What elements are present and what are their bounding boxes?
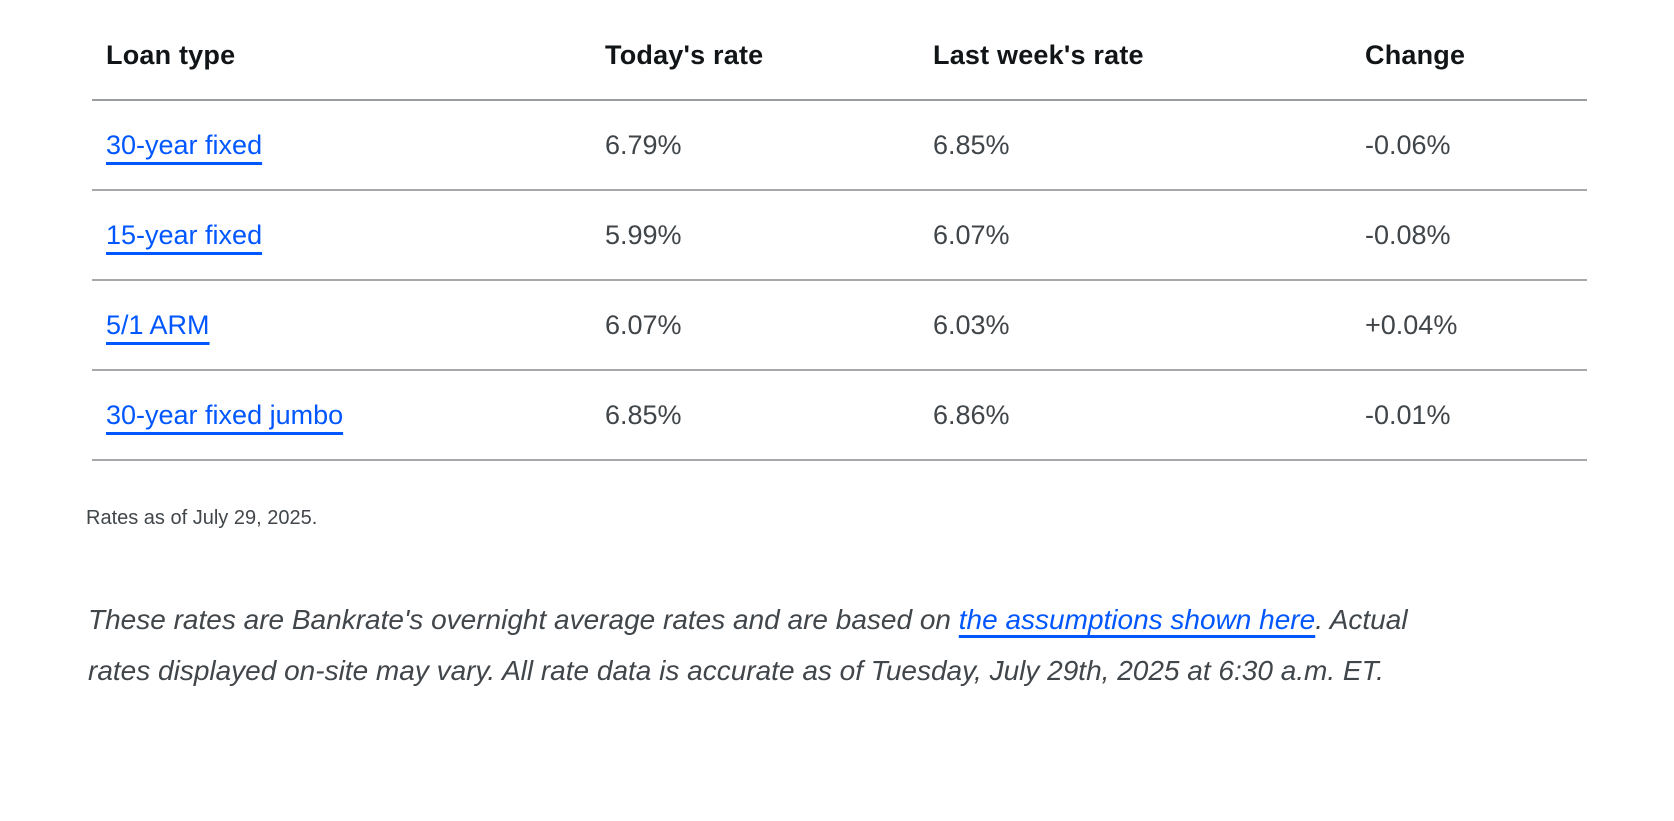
table-row: 30-year fixed 6.79% 6.85% -0.06%	[92, 100, 1587, 191]
assumptions-shown-here-link[interactable]: the assumptions shown here	[958, 604, 1316, 635]
loan-type-link-30-year-fixed-jumbo[interactable]: 30-year fixed jumbo	[106, 399, 344, 430]
mortgage-rates-table: Loan type Today's rate Last week's rate …	[92, 26, 1587, 461]
todays-rate-value: 5.99%	[605, 190, 933, 281]
change-value: -0.01%	[1365, 370, 1587, 461]
todays-rate-value: 6.85%	[605, 370, 933, 461]
change-value: -0.06%	[1365, 100, 1587, 191]
disclaimer-text-before-link: These rates are Bankrate's overnight ave…	[88, 604, 959, 635]
mortgage-rates-page: Loan type Today's rate Last week's rate …	[0, 26, 1674, 821]
loan-type-link-15-year-fixed[interactable]: 15-year fixed	[106, 219, 263, 250]
column-header-todays-rate: Today's rate	[605, 26, 933, 101]
change-value: -0.08%	[1365, 190, 1587, 281]
disclaimer-paragraph: These rates are Bankrate's overnight ave…	[88, 594, 1460, 696]
last-weeks-rate-value: 6.86%	[933, 370, 1365, 461]
table-header-row: Loan type Today's rate Last week's rate …	[92, 26, 1587, 101]
todays-rate-value: 6.79%	[605, 100, 933, 191]
last-weeks-rate-value: 6.85%	[933, 100, 1365, 191]
disclaimer-text-after-link: . Actual rates displayed on-site may var…	[88, 604, 1408, 686]
column-header-loan-type: Loan type	[92, 26, 605, 101]
last-weeks-rate-value: 6.07%	[933, 190, 1365, 281]
table-row: 15-year fixed 5.99% 6.07% -0.08%	[92, 190, 1587, 281]
change-value: +0.04%	[1365, 280, 1587, 371]
rates-as-of-note: Rates as of July 29, 2025.	[86, 507, 318, 529]
loan-type-link-5-1-arm[interactable]: 5/1 ARM	[106, 309, 210, 340]
column-header-last-weeks-rate: Last week's rate	[933, 26, 1365, 101]
loan-type-link-30-year-fixed[interactable]: 30-year fixed	[106, 129, 263, 160]
table-row: 5/1 ARM 6.07% 6.03% +0.04%	[92, 280, 1587, 371]
todays-rate-value: 6.07%	[605, 280, 933, 371]
table-row: 30-year fixed jumbo 6.85% 6.86% -0.01%	[92, 370, 1587, 461]
column-header-change: Change	[1365, 26, 1587, 101]
last-weeks-rate-value: 6.03%	[933, 280, 1365, 371]
